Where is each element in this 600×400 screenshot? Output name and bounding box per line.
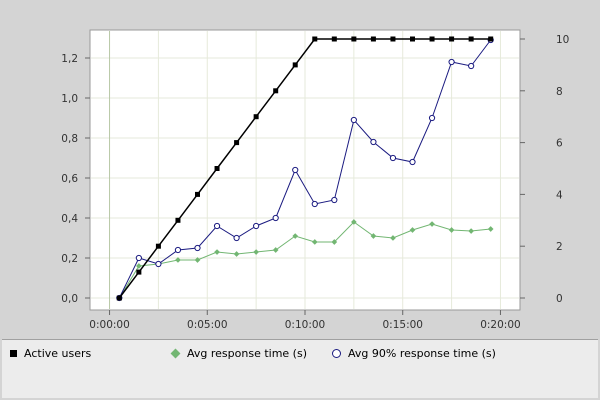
y-left-tick-label: 0,4 xyxy=(61,213,78,225)
legend-item-avg90-response: Avg 90% response time (s) xyxy=(332,346,496,360)
circle-icon xyxy=(332,348,341,358)
series-line-avg-90-response-time-s xyxy=(118,39,492,299)
data-point-avg-90-response-time-s xyxy=(350,116,357,124)
data-point-avg-response-time-s xyxy=(351,219,357,225)
diamond-icon xyxy=(170,348,181,358)
data-point-active-users xyxy=(312,36,318,42)
legend-item-active-users: Active users xyxy=(10,346,91,360)
data-point-active-users xyxy=(234,140,240,146)
data-point-avg-90-response-time-s xyxy=(370,138,377,146)
data-point-active-users xyxy=(488,36,494,42)
data-point-active-users xyxy=(292,62,298,68)
data-point-active-users xyxy=(116,295,122,301)
data-point-active-users xyxy=(136,269,142,275)
y-right-tick-label: 0 xyxy=(556,293,563,305)
data-point-active-users xyxy=(214,166,220,171)
data-point-avg-90-response-time-s xyxy=(135,254,142,262)
data-point-avg-response-time-s xyxy=(429,221,435,227)
data-point-active-users xyxy=(273,88,279,94)
data-point-active-users xyxy=(429,36,435,42)
data-point-avg-response-time-s xyxy=(390,235,396,241)
data-point-avg-response-time-s xyxy=(448,227,455,233)
data-point-active-users xyxy=(331,36,337,42)
data-point-avg-90-response-time-s xyxy=(292,166,299,174)
data-point-avg-90-response-time-s xyxy=(331,196,338,204)
x-tick-label: 0:15:00 xyxy=(382,319,422,331)
axes: 0,0 0,2 0,4 0,6 0,8 1,0 1,2 0:00:00 0:05:00 0:10:… xyxy=(61,34,569,331)
data-point-active-users xyxy=(253,114,259,120)
data-point-avg-response-time-s xyxy=(370,233,377,239)
chart: 0,0 0,2 0,4 0,6 0,8 1,0 1,2 0:00:00 0:05:00 0:10:… xyxy=(61,29,569,331)
series-layer xyxy=(116,36,494,302)
x-tick-label: 0:05:00 xyxy=(187,319,227,331)
data-point-avg-90-response-time-s xyxy=(468,62,475,70)
y-right-tick-label: 2 xyxy=(556,241,563,253)
data-point-active-users xyxy=(370,36,376,42)
y-left-tick-label: 0,0 xyxy=(61,293,78,305)
data-point-avg-90-response-time-s xyxy=(174,246,182,254)
data-point-active-users xyxy=(468,36,474,42)
y-right-tick-label: 4 xyxy=(556,189,563,201)
data-point-avg-90-response-time-s xyxy=(233,234,240,242)
data-point-avg-response-time-s xyxy=(175,257,181,263)
x-tick-label: 0:20:00 xyxy=(480,319,520,331)
data-point-active-users xyxy=(175,217,181,223)
data-point-active-users xyxy=(410,36,415,42)
y-left-tick-label: 1,2 xyxy=(61,53,78,65)
data-point-avg-90-response-time-s xyxy=(311,200,318,208)
data-point-active-users xyxy=(390,36,396,42)
series-line-active-users xyxy=(118,38,491,299)
data-point-avg-90-response-time-s xyxy=(272,214,279,222)
x-tick-label: 0:00:00 xyxy=(89,319,129,331)
legend-item-avg-response: Avg response time (s) xyxy=(170,346,307,360)
data-point-avg-response-time-s xyxy=(253,249,259,255)
series-line-avg-response-time-s xyxy=(118,221,491,299)
data-point-active-users xyxy=(155,243,161,249)
square-icon xyxy=(10,349,17,357)
data-point-avg-90-response-time-s xyxy=(213,222,221,230)
data-point-active-users xyxy=(195,191,200,197)
data-point-avg-response-time-s xyxy=(409,227,416,233)
y-right-tick-label: 8 xyxy=(556,86,563,98)
legend-label-active-users: Active users xyxy=(24,346,92,360)
data-point-avg-90-response-time-s xyxy=(194,244,201,252)
y-left-tick-label: 1,0 xyxy=(61,93,78,105)
data-point-active-users xyxy=(449,36,455,42)
data-point-avg-90-response-time-s xyxy=(389,154,397,162)
data-point-avg-90-response-time-s xyxy=(409,158,416,166)
legend-label-avg-response: Avg response time (s) xyxy=(187,346,307,360)
data-point-avg-90-response-time-s xyxy=(253,222,260,230)
y-right-tick-label: 10 xyxy=(556,34,569,46)
data-point-avg-response-time-s xyxy=(468,228,474,234)
data-point-active-users xyxy=(351,36,357,42)
y-right-tick-label: 6 xyxy=(556,138,563,150)
legend-label-avg90-response: Avg 90% response time (s) xyxy=(348,346,496,360)
data-point-avg-90-response-time-s xyxy=(448,58,455,66)
data-point-avg-90-response-time-s xyxy=(155,260,162,268)
y-left-tick-label: 0,2 xyxy=(61,253,78,265)
data-point-avg-response-time-s xyxy=(194,257,201,263)
data-point-avg-90-response-time-s xyxy=(428,114,436,122)
legend: Active users Avg response time (s) Avg 9… xyxy=(2,339,598,398)
x-tick-label: 0:10:00 xyxy=(285,319,325,331)
data-point-avg-response-time-s xyxy=(214,249,220,255)
data-point-avg-response-time-s xyxy=(233,251,240,257)
grid xyxy=(91,31,519,309)
y-left-tick-label: 0,6 xyxy=(61,173,78,185)
y-left-tick-label: 0,8 xyxy=(61,133,78,145)
data-point-avg-response-time-s xyxy=(136,263,142,269)
